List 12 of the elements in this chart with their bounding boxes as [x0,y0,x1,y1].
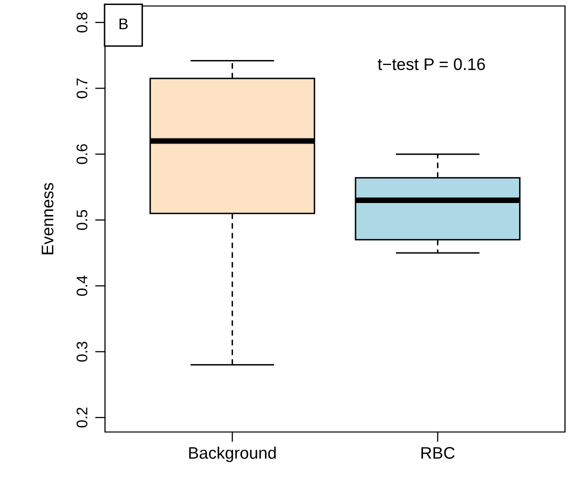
y-axis-title: Evenness [42,183,54,254]
y-tick-label: 0.4 [76,276,88,296]
y-tick-label: 0.7 [76,78,88,98]
annotation: t−test P = 0.16 [378,58,485,70]
y-tick-label: 0.6 [76,144,88,164]
y-tick-label: 0.2 [76,408,88,428]
y-tick-label: 0.8 [76,12,88,32]
y-tick-label: 0.5 [76,210,88,230]
y-tick-label: 0.3 [76,342,88,362]
annotation: B [120,18,128,30]
x-tick-label: RBC [421,447,455,459]
x-tick-label: Background [189,446,276,462]
